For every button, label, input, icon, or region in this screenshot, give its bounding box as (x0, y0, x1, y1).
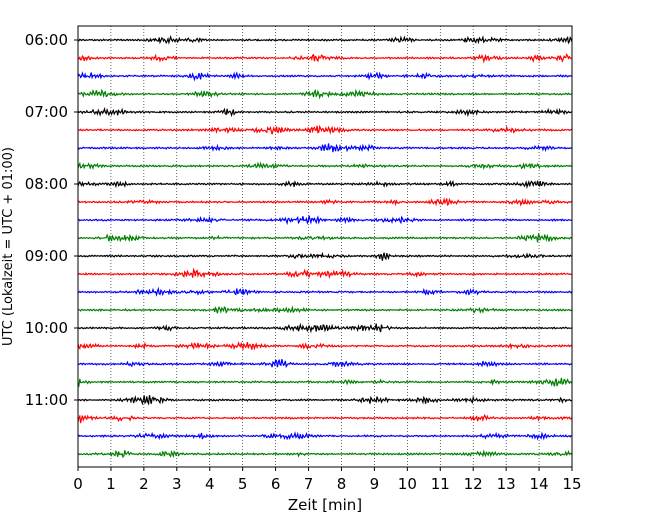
trace-0745 (77, 161, 573, 171)
y-tick-label: 08:00 (25, 175, 68, 193)
trace-0615 (77, 52, 573, 64)
x-tick-label: 6 (271, 475, 281, 493)
trace-1045 (77, 377, 573, 388)
trace-0630 (77, 71, 573, 82)
trace-1030 (77, 359, 573, 368)
trace-layer (77, 34, 573, 459)
trace-0800 (77, 179, 573, 190)
x-tick-label: 0 (73, 475, 83, 493)
trace-0730 (77, 143, 573, 153)
x-tick-label: 11 (431, 475, 450, 493)
trace-0915 (77, 267, 573, 280)
trace-1015 (77, 341, 573, 351)
y-tick-label: 11:00 (25, 391, 68, 409)
trace-0815 (77, 197, 573, 207)
trace-1100 (77, 394, 573, 406)
y-tick-label: 09:00 (25, 247, 68, 265)
trace-0945 (77, 305, 573, 315)
x-tick-label: 9 (370, 475, 380, 493)
trace-1145 (77, 449, 573, 459)
trace-0715 (77, 124, 573, 135)
x-tick-label: 7 (304, 475, 314, 493)
trace-0900 (77, 251, 573, 261)
y-axis-label: UTC (Lokalzeit = UTC + 01:00) (1, 147, 16, 346)
x-tick-label: 1 (106, 475, 116, 493)
x-tick-label: 4 (205, 475, 215, 493)
trace-1130 (77, 431, 573, 441)
trace-0600 (77, 34, 573, 45)
trace-1115 (77, 413, 573, 424)
y-tick-label: 06:00 (25, 31, 68, 49)
tick-layer: 0 1 2 3 4 5 6 7 8 9 10 11 12 13 14 1506:0007:0008:0009:… (25, 31, 582, 493)
x-tick-label: 5 (238, 475, 248, 493)
x-tick-label: 13 (497, 475, 516, 493)
y-tick-label: 07:00 (25, 103, 68, 121)
x-tick-label: 15 (562, 475, 581, 493)
x-tick-label: 12 (464, 475, 483, 493)
trace-0845 (77, 233, 573, 243)
x-tick-label: 8 (337, 475, 347, 493)
x-tick-label: 14 (530, 475, 549, 493)
x-tick-label: 3 (172, 475, 182, 493)
x-tick-label: 10 (398, 475, 417, 493)
trace-0645 (77, 88, 573, 100)
plot-frame (77, 25, 573, 468)
x-tick-label: 2 (139, 475, 149, 493)
trace-0830 (77, 215, 573, 226)
trace-0700 (77, 106, 573, 118)
y-tick-label: 10:00 (25, 319, 68, 337)
trace-1000 (77, 322, 573, 334)
trace-0930 (77, 286, 573, 297)
x-axis-label: Zeit [min] (288, 496, 362, 514)
